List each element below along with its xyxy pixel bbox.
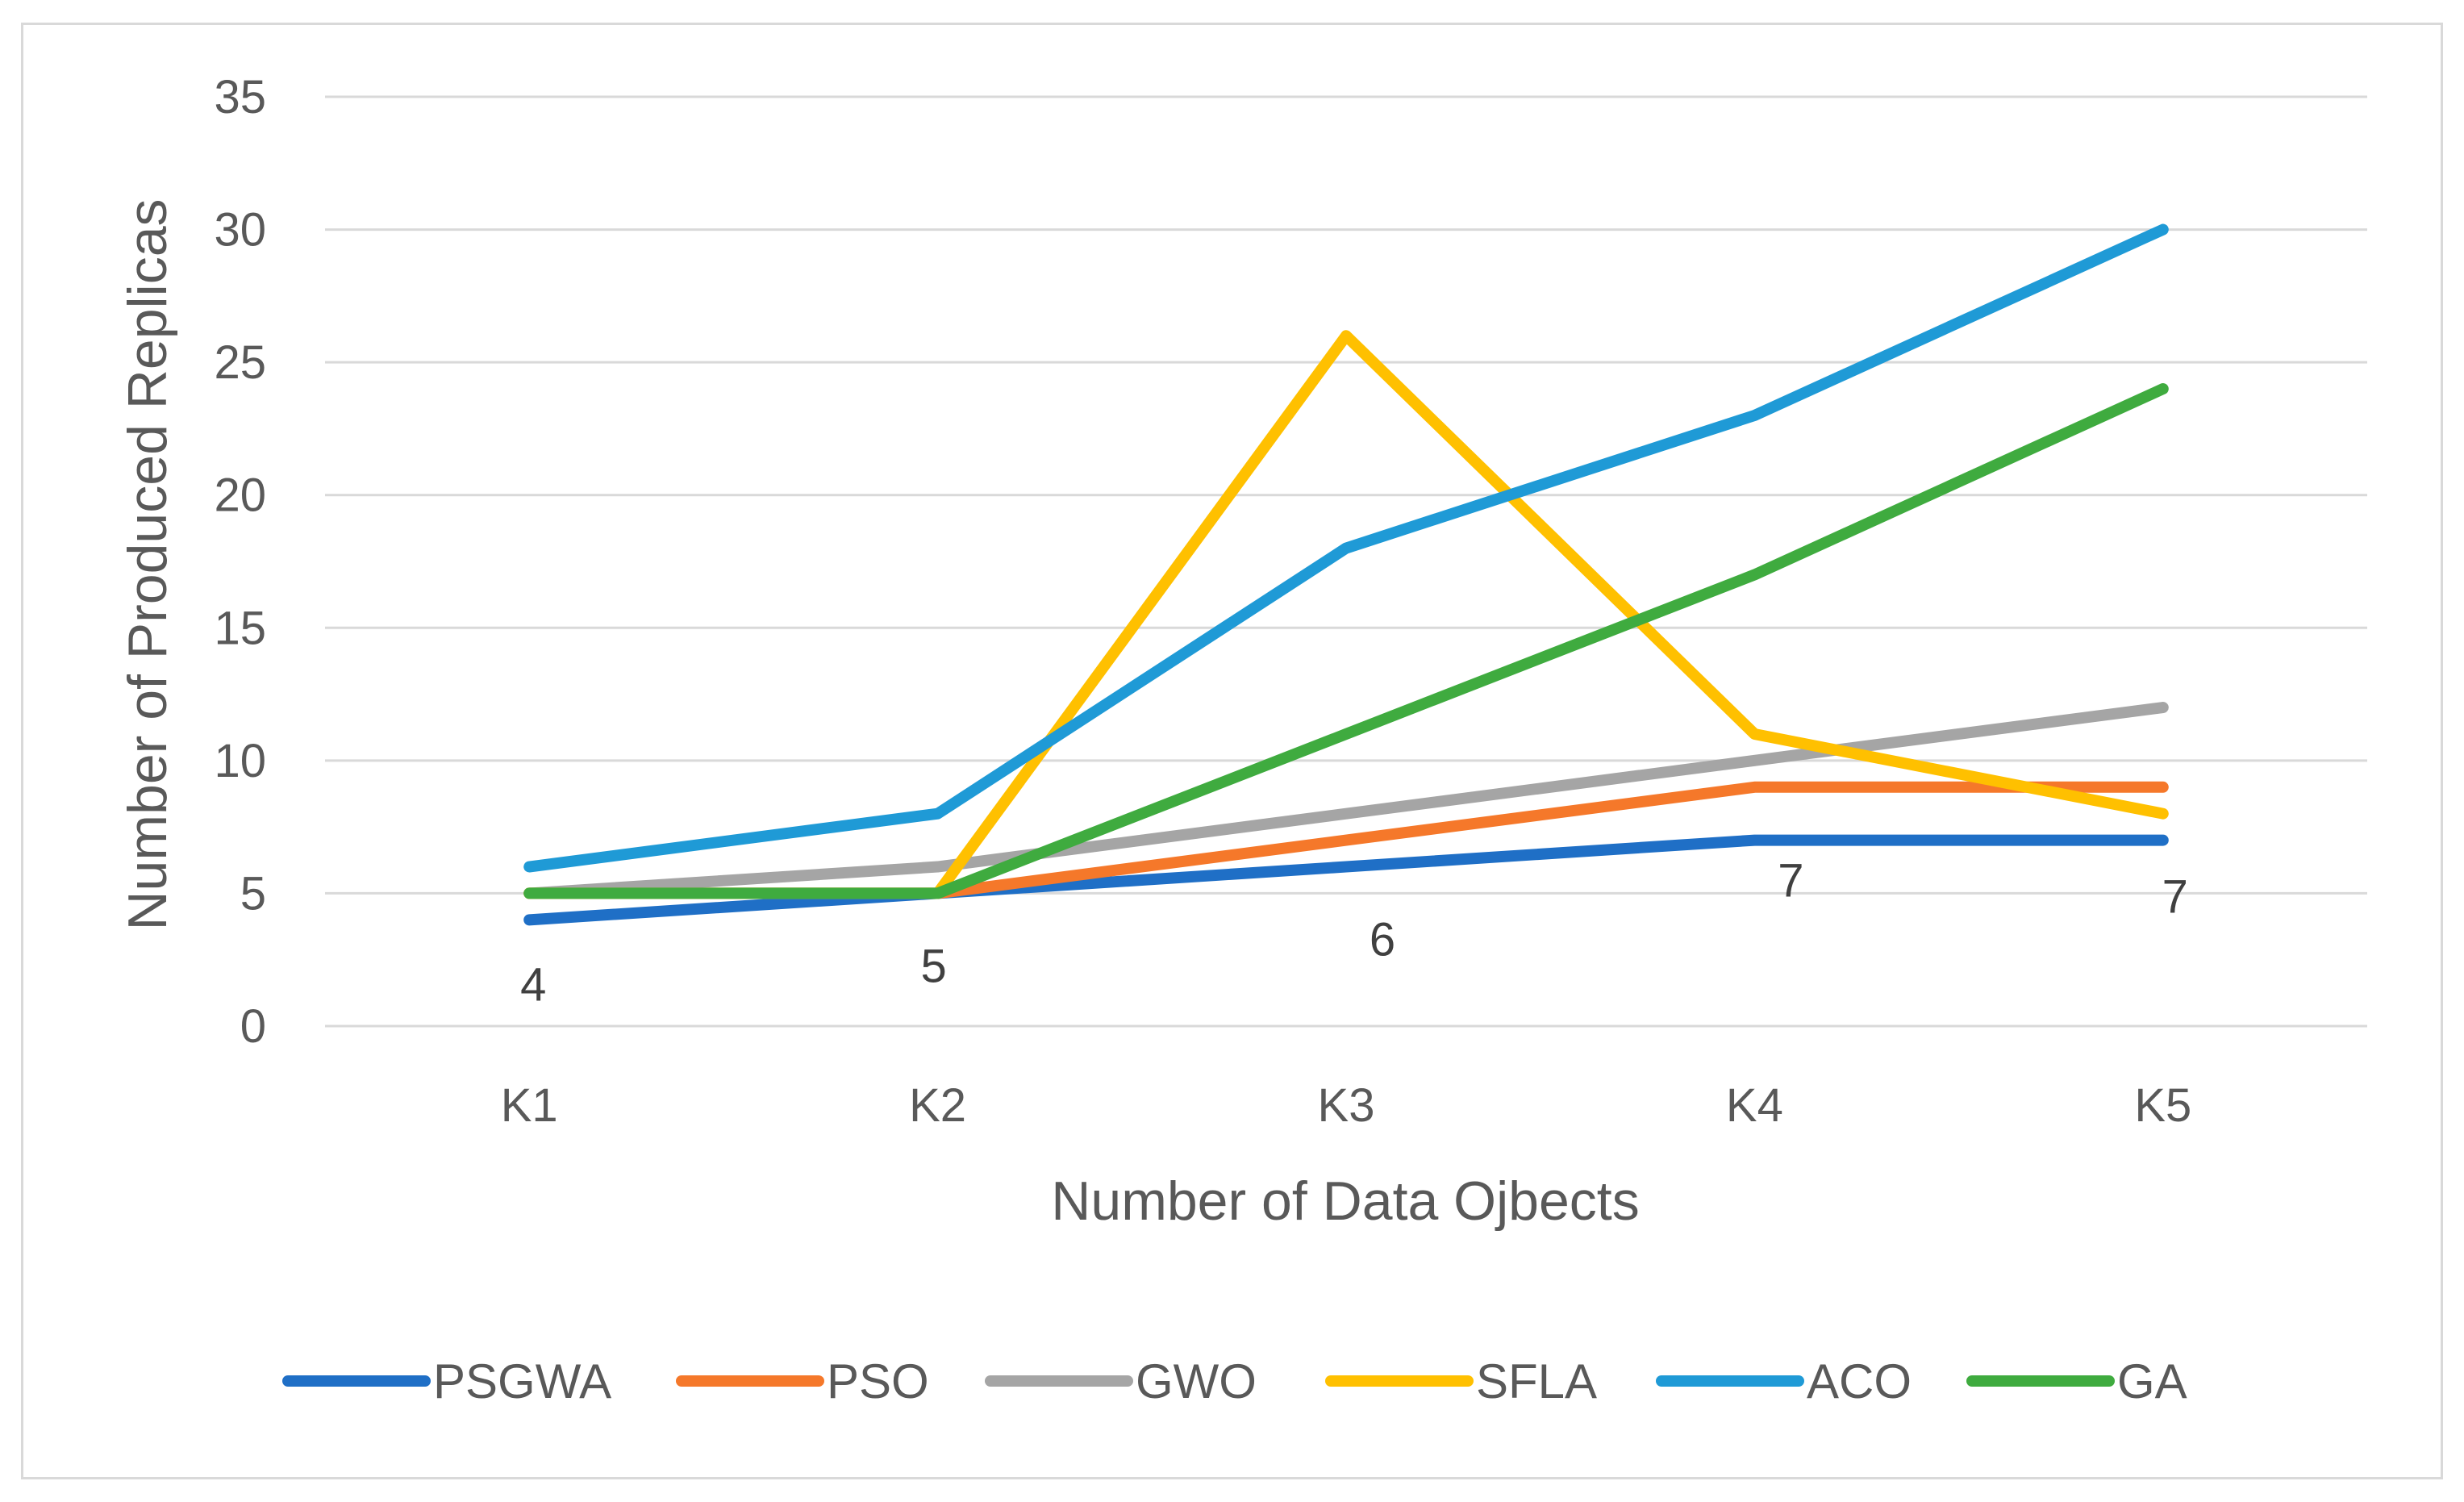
x-tick-label: K2	[909, 1079, 966, 1132]
legend-label-ga: GA	[2117, 1354, 2187, 1408]
series-line-ga	[523, 383, 2169, 899]
x-tick-label: K1	[501, 1079, 558, 1132]
legend-label-sfla: SFLA	[1476, 1354, 1597, 1408]
y-axis-ticks: 0 5 10 15 20 25 30 35	[214, 71, 266, 1053]
x-axis-ticks: K1 K2 K3 K4 K5	[501, 1079, 2192, 1132]
data-label-psgwa: 7	[2162, 871, 2188, 924]
legend-label-pso: PSO	[827, 1354, 929, 1408]
data-label-psgwa: 5	[920, 940, 946, 992]
data-label-psgwa: 4	[520, 958, 546, 1011]
x-tick-label: K4	[1726, 1079, 1783, 1132]
x-tick-label: K3	[1318, 1079, 1375, 1132]
y-tick-label: 30	[214, 204, 266, 257]
x-tick-label: K5	[2134, 1079, 2191, 1132]
data-label-psgwa: 7	[1778, 855, 1803, 907]
y-tick-label: 5	[240, 867, 266, 920]
legend-label-aco: ACO	[1807, 1354, 1912, 1408]
series-line-gwo	[523, 702, 2169, 899]
x-axis-title: Number of Data Ojbects	[1051, 1170, 1639, 1232]
data-label-psgwa: 6	[1370, 914, 1395, 966]
y-tick-label: 35	[214, 71, 266, 123]
legend-label-psgwa: PSGWA	[433, 1354, 611, 1408]
data-labels: 4 5 6 7 7	[520, 855, 2188, 1012]
y-tick-label: 25	[214, 336, 266, 389]
y-axis-title: Number of Produced Replicas	[117, 198, 178, 930]
y-tick-label: 20	[214, 469, 266, 522]
y-tick-label: 15	[214, 602, 266, 654]
series-line-psgwa	[523, 834, 2169, 926]
y-tick-label: 10	[214, 735, 266, 787]
legend-label-gwo: GWO	[1136, 1354, 1257, 1408]
series-line-aco	[523, 223, 2169, 873]
legend: PSGWA PSO GWO SFLA ACO GA	[282, 1354, 2187, 1408]
chart-frame	[21, 23, 2443, 1479]
y-tick-label: 0	[240, 1000, 266, 1053]
series-lines	[523, 223, 2169, 926]
